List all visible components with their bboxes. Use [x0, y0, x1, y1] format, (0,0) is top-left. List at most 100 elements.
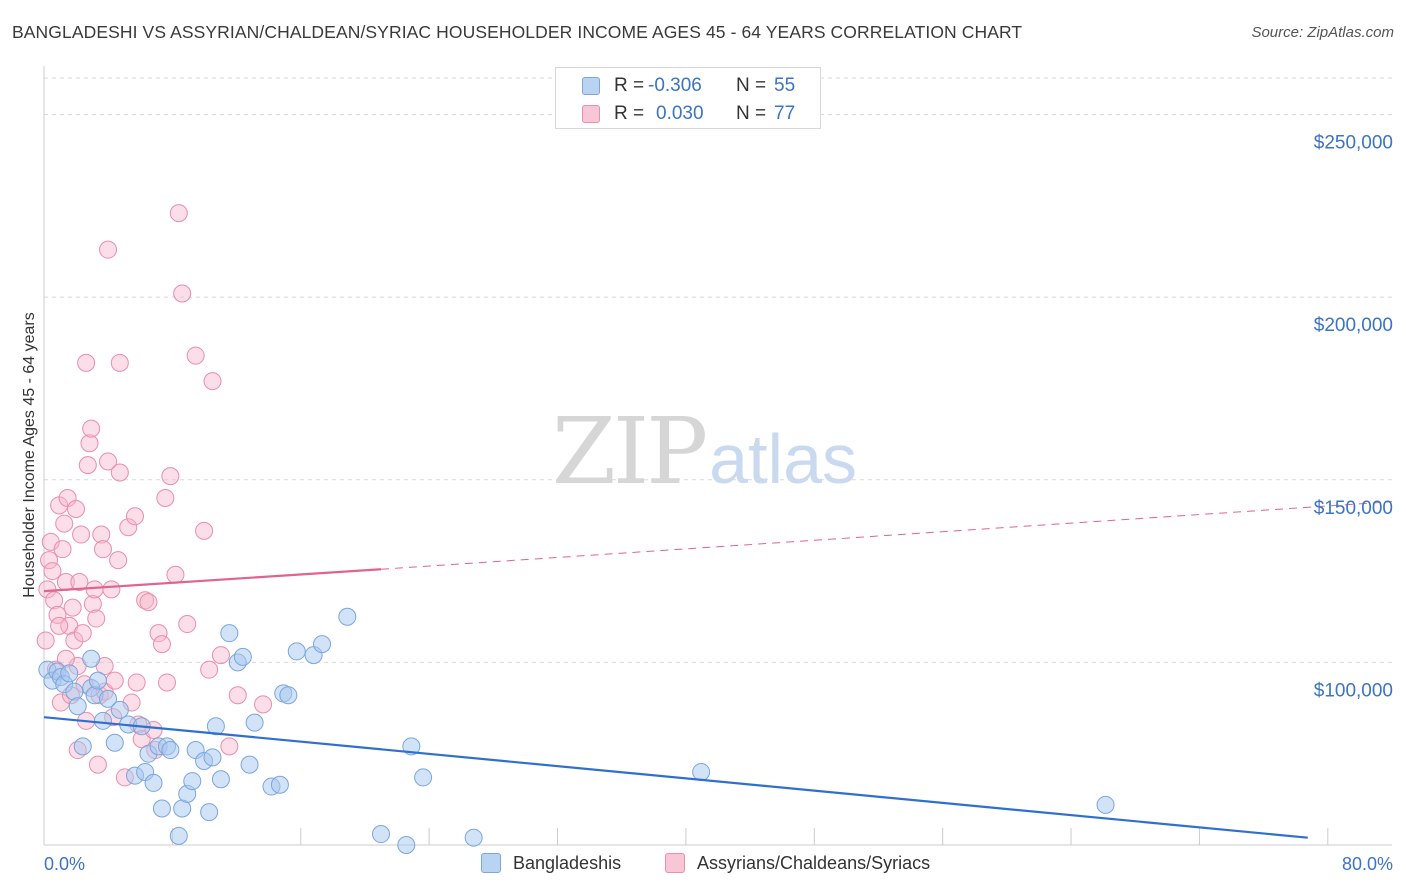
- data-point-assyrians: [73, 624, 92, 643]
- data-point-assyrians: [119, 518, 138, 537]
- x-tick-label: 80.0%: [1342, 854, 1393, 874]
- data-point-assyrians: [80, 434, 99, 453]
- data-point-assyrians: [110, 463, 129, 482]
- data-point-assyrians: [149, 624, 168, 643]
- data-point-bangladeshis: [287, 642, 306, 661]
- data-point-assyrians: [161, 467, 180, 486]
- data-point-bangladeshis: [338, 607, 357, 626]
- data-point-bangladeshis: [270, 775, 289, 794]
- data-point-assyrians: [211, 646, 230, 665]
- data-point-assyrians: [67, 499, 86, 518]
- y-tick-label: $250,000: [1314, 133, 1393, 154]
- r-value: -0.306: [648, 75, 702, 96]
- trend-line-assyrians-extension: [380, 501, 1393, 570]
- data-point-bangladeshis: [464, 828, 483, 847]
- stats-legend: R = -0.306 N = 55 R = 0.030 N = 77: [555, 67, 821, 129]
- data-point-assyrians: [51, 693, 70, 712]
- data-point-bangladeshis: [1096, 795, 1115, 814]
- data-point-assyrians: [105, 671, 124, 690]
- data-point-assyrians: [40, 551, 59, 570]
- data-point-assyrians: [228, 686, 247, 705]
- chart-title: BANGLADESHI VS ASSYRIAN/CHALDEAN/SYRIAC …: [12, 22, 1023, 42]
- data-point-bangladeshis: [65, 682, 84, 701]
- data-point-assyrians: [82, 419, 101, 438]
- data-point-assyrians: [169, 204, 188, 223]
- data-point-assyrians: [173, 284, 192, 303]
- y-tick-label: $200,000: [1314, 315, 1393, 336]
- watermark: ZIPatlas: [552, 398, 857, 505]
- data-point-assyrians: [55, 514, 74, 533]
- data-point-assyrians: [92, 525, 111, 544]
- data-point-assyrians: [45, 591, 64, 610]
- data-point-bangladeshis: [220, 624, 239, 643]
- series-bangladeshis-points: [38, 607, 1115, 854]
- data-point-assyrians: [110, 353, 129, 372]
- n-label: N =: [736, 75, 767, 96]
- trend-line-bangladeshis: [43, 716, 1308, 839]
- data-point-assyrians: [156, 489, 175, 508]
- data-point-assyrians: [158, 673, 177, 692]
- r-label: R =: [614, 75, 645, 96]
- data-point-assyrians: [125, 507, 144, 526]
- data-point-bangladeshis: [233, 647, 252, 666]
- data-point-assyrians: [93, 540, 112, 559]
- grid-lines: [44, 77, 1392, 663]
- data-point-assyrians: [99, 240, 118, 259]
- data-point-assyrians: [72, 525, 91, 544]
- data-point-assyrians: [203, 372, 222, 391]
- y-tick-label: $150,000: [1314, 498, 1393, 519]
- data-point-assyrians: [70, 573, 89, 592]
- data-point-assyrians: [63, 598, 82, 617]
- data-point-bangladeshis: [169, 826, 188, 845]
- n-value: 55: [774, 75, 796, 96]
- data-point-assyrians: [220, 737, 239, 756]
- data-point-bangladeshis: [93, 711, 112, 730]
- x-tick-label: 0.0%: [44, 854, 85, 874]
- data-point-assyrians: [136, 591, 155, 610]
- data-point-bangladeshis: [397, 836, 416, 854]
- stats-row-bangladeshis: R = -0.306 N = 55: [556, 72, 820, 100]
- r-value: 0.030: [656, 103, 704, 124]
- data-point-assyrians: [254, 695, 273, 714]
- data-point-bangladeshis: [414, 768, 433, 787]
- data-point-assyrians: [53, 540, 72, 559]
- data-point-bangladeshis: [245, 713, 264, 732]
- data-point-bangladeshis: [105, 733, 124, 752]
- data-point-bangladeshis: [240, 755, 259, 774]
- data-point-assyrians: [102, 580, 121, 599]
- data-point-assyrians: [99, 452, 118, 471]
- data-point-bangladeshis: [110, 700, 129, 719]
- watermark-atlas: atlas: [709, 420, 858, 498]
- series-legend: Bangladeshis Assyrians/Chaldeans/Syriacs: [0, 851, 1406, 881]
- data-point-assyrians: [166, 565, 185, 584]
- data-point-bangladeshis: [692, 762, 711, 781]
- data-point-bangladeshis: [73, 737, 92, 756]
- series-assyrians-points: [36, 204, 273, 787]
- trend-line-assyrians: [43, 568, 382, 593]
- data-point-bangladeshis: [144, 773, 163, 792]
- data-point-bangladeshis: [211, 770, 230, 789]
- data-point-assyrians: [83, 594, 102, 613]
- data-point-assyrians: [78, 456, 97, 475]
- data-point-bangladeshis: [279, 686, 298, 705]
- data-point-assyrians: [139, 593, 158, 612]
- data-point-bangladeshis: [402, 737, 421, 756]
- tick-labels: $100,000 $150,000 $200,000 $250,000 0.0% 80.0…: [44, 133, 1393, 874]
- bangladeshis-swatch: [582, 77, 600, 95]
- data-point-assyrians: [109, 551, 128, 570]
- stats-row-assyrians: R = 0.030 N = 77: [556, 100, 820, 128]
- data-point-assyrians: [43, 562, 62, 581]
- data-point-assyrians: [186, 346, 205, 365]
- data-point-bangladeshis: [60, 664, 79, 683]
- source-credit: Source: ZipAtlas.com: [1251, 24, 1394, 41]
- y-tick-label: $100,000: [1314, 680, 1393, 701]
- r-label: R =: [614, 103, 645, 124]
- assyrians-swatch: [582, 105, 600, 123]
- data-point-bangladeshis: [200, 803, 219, 822]
- data-point-bangladeshis: [372, 825, 390, 844]
- n-value: 77: [774, 103, 796, 124]
- data-point-assyrians: [178, 615, 197, 634]
- data-point-bangladeshis: [99, 689, 118, 708]
- legend-label: Bangladeshis: [513, 853, 622, 873]
